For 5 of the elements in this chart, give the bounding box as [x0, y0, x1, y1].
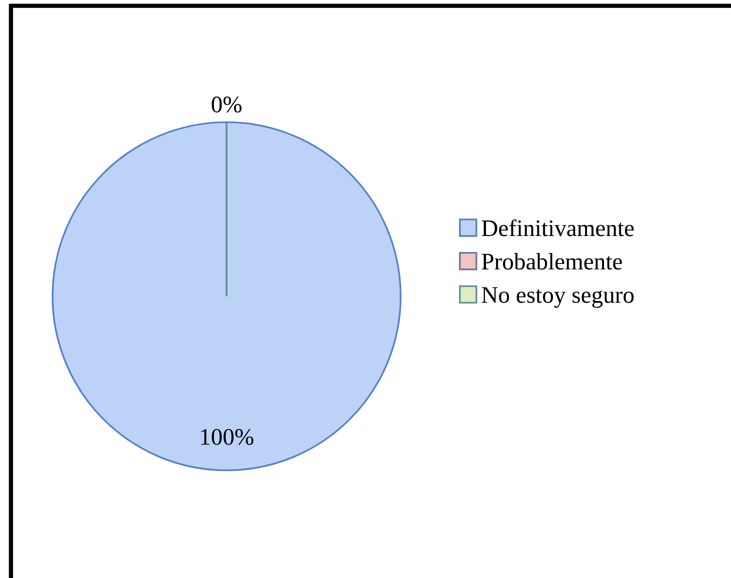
data-label: 100% [201, 428, 254, 445]
legend-label: Definitivamente [482, 219, 634, 236]
legend-label: Probablemente [482, 252, 622, 270]
text: 0% [212, 96, 242, 113]
legend-label: No estoy seguro [482, 287, 634, 308]
